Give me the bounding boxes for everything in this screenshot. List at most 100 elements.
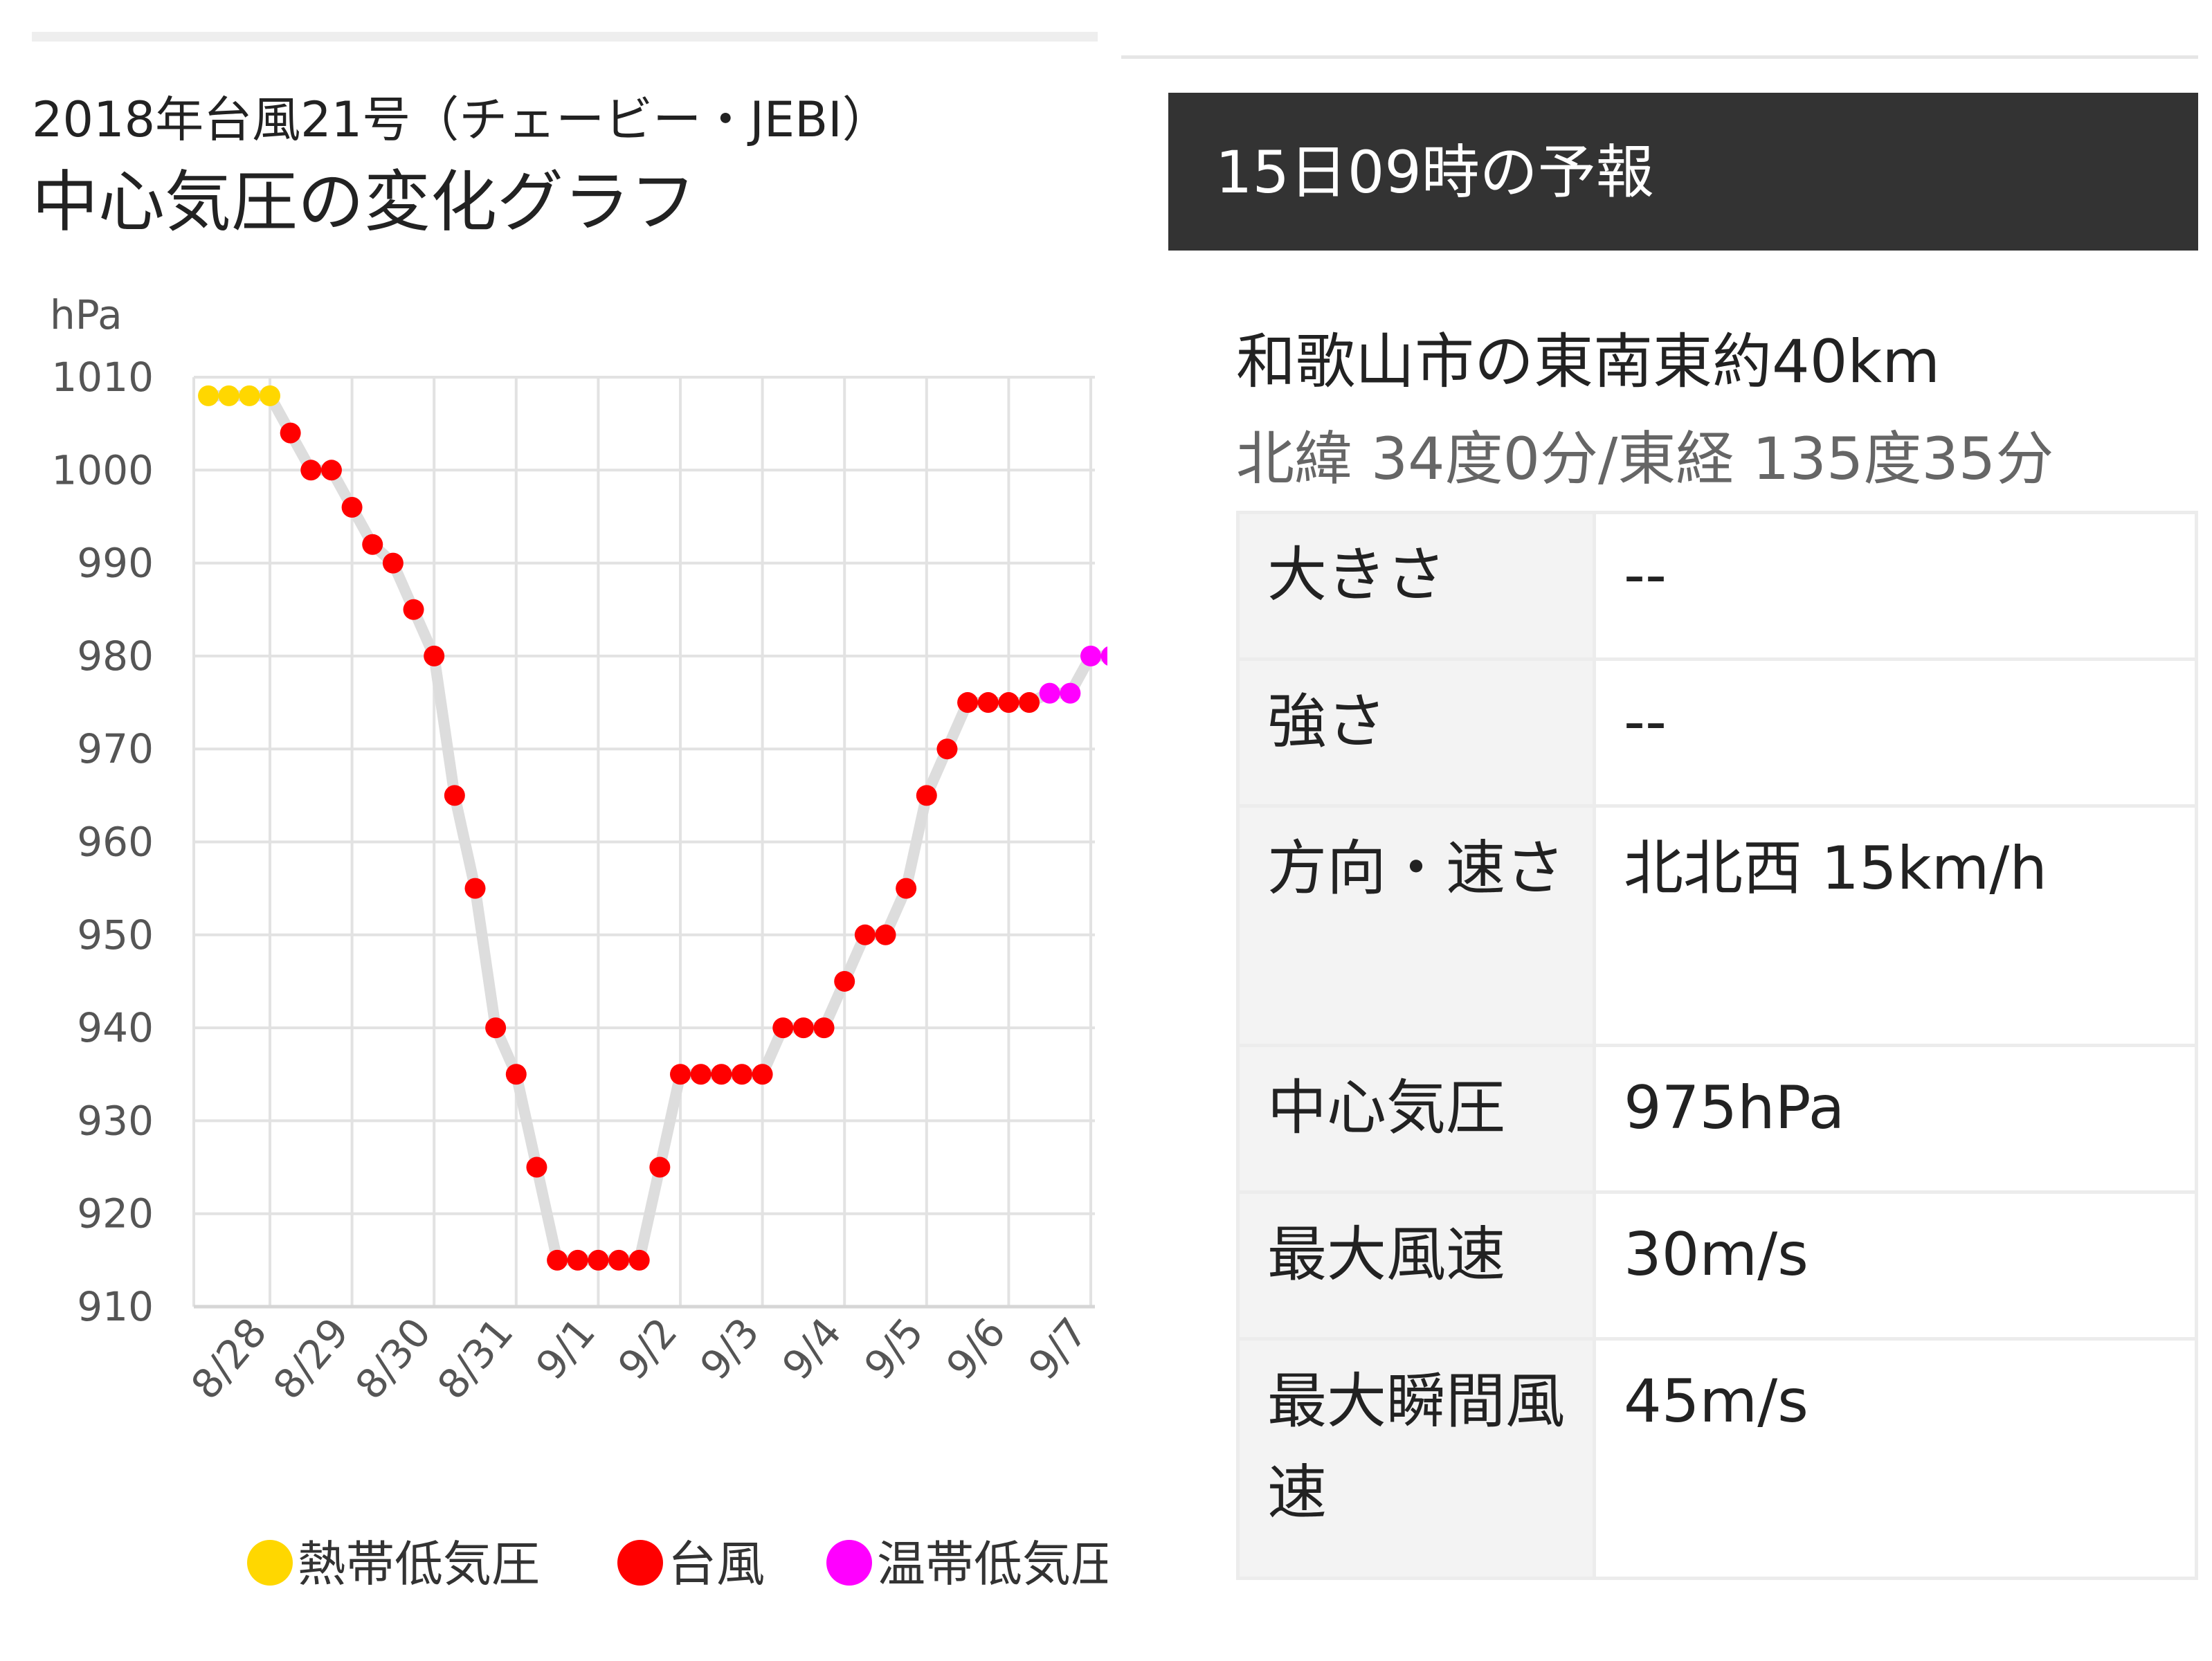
chart-subtitle: 2018年台風21号（チェービー・JEBI） (32, 91, 891, 148)
data-point-series-2 (1039, 682, 1060, 704)
table-row: 強さ -- (1236, 657, 2198, 808)
divider (1121, 55, 2198, 59)
data-point-series-0 (198, 385, 219, 406)
row-label-max-gust: 最大瞬間風速 (1236, 1337, 1596, 1580)
data-point-series-1 (792, 1017, 814, 1039)
data-points (198, 385, 1107, 1271)
forecast-header: 15日09時の予報 (1168, 93, 2198, 251)
data-point-series-1 (896, 878, 917, 899)
y-axis-ticks: 1010 1000 990 980 970 960 950 940 930 920 910 (51, 354, 154, 1330)
row-value-max-gust: 45m/s (1593, 1337, 2198, 1580)
data-point-series-1 (977, 692, 999, 714)
location-coords: 北緯 34度0分/東経 135度35分 (1236, 425, 2054, 493)
data-point-series-1 (834, 970, 855, 992)
data-point-series-1 (505, 1064, 527, 1085)
data-point-series-1 (424, 645, 445, 666)
x-tick-label: 9/5 (855, 1309, 932, 1388)
y-tick-label: 920 (77, 1190, 154, 1237)
chart-title: 中心気圧の変化グラフ (32, 163, 696, 241)
data-point-series-1 (998, 692, 1019, 714)
row-value-central-pressure: 975hPa (1593, 1044, 2198, 1194)
row-label-size: 大きさ (1236, 511, 1596, 661)
legend-marker (247, 1540, 293, 1586)
y-tick-label: 960 (77, 819, 154, 866)
data-point-series-1 (608, 1249, 630, 1271)
pressure-trend-line (203, 390, 1107, 1266)
pressure-chart-panel: 2018年台風21号（チェービー・JEBI） 中心気圧の変化グラフ hPa 10… (32, 32, 1107, 1592)
row-label-strength: 強さ (1236, 657, 1596, 808)
row-label-max-wind: 最大風速 (1236, 1190, 1596, 1341)
y-tick-label: 940 (77, 1004, 154, 1051)
x-tick-label: 9/6 (937, 1309, 1015, 1388)
data-point-series-1 (670, 1064, 691, 1085)
forecast-table: 大きさ -- 強さ -- 方向・速さ 北北西 15km/h 中心気圧 975hP… (1236, 511, 2198, 1580)
data-point-series-1 (1019, 692, 1040, 714)
data-point-series-1 (957, 692, 979, 714)
data-point-series-1 (628, 1249, 650, 1271)
data-point-series-0 (239, 385, 260, 406)
data-point-series-1 (547, 1249, 568, 1271)
x-tick-label: 8/30 (346, 1309, 440, 1408)
x-tick-label: 9/2 (609, 1309, 687, 1388)
x-tick-label: 9/4 (773, 1309, 851, 1388)
legend-marker (617, 1540, 663, 1586)
x-tick-label: 9/7 (1019, 1309, 1097, 1388)
y-tick-label: 910 (77, 1283, 154, 1330)
data-point-series-1 (813, 1017, 835, 1039)
data-point-series-1 (362, 534, 383, 555)
data-point-series-1 (567, 1249, 588, 1271)
data-point-series-1 (936, 738, 958, 760)
legend-label: 台風 (668, 1536, 765, 1592)
data-point-series-1 (690, 1064, 711, 1085)
row-label-direction-speed: 方向・速さ (1236, 804, 1596, 1047)
data-point-series-1 (752, 1064, 773, 1085)
chart-legend: 熱帯低気圧 台風 温帯低気圧 (247, 1536, 1107, 1592)
x-tick-label: 9/3 (691, 1309, 768, 1388)
data-point-series-1 (526, 1156, 547, 1178)
y-tick-label: 1000 (51, 446, 154, 493)
data-point-series-2 (1080, 645, 1101, 666)
x-axis-ticks: 8/288/298/308/31 9/1 9/2 9/3 9/4 9/5 9/6 9/7 (182, 1309, 1097, 1408)
table-row: 大きさ -- (1236, 511, 2198, 661)
y-tick-label: 990 (77, 540, 154, 587)
data-point-series-1 (916, 785, 937, 806)
legend-label: 熱帯低気圧 (298, 1536, 540, 1592)
x-tick-label: 9/1 (527, 1309, 604, 1388)
row-label-central-pressure: 中心気圧 (1236, 1044, 1596, 1194)
table-row: 最大瞬間風速 45m/s (1236, 1337, 2198, 1580)
x-tick-label: 8/29 (264, 1309, 359, 1408)
y-tick-label: 1010 (51, 354, 154, 401)
location-name: 和歌山市の東南東約40km (1236, 327, 1941, 397)
legend-marker (826, 1540, 872, 1586)
y-tick-label: 980 (77, 633, 154, 680)
row-value-direction-speed: 北北西 15km/h (1593, 804, 2198, 1047)
table-row: 中心気圧 975hPa (1236, 1044, 2198, 1194)
data-point-series-2 (1060, 682, 1081, 704)
forecast-panel: 15日09時の予報 和歌山市の東南東約40km 北緯 34度0分/東経 135度… (1107, 0, 2212, 1661)
data-point-series-2 (1100, 646, 1107, 666)
x-tick-label: 8/31 (428, 1309, 523, 1408)
data-point-series-1 (711, 1064, 732, 1085)
forecast-header-title: 15日09時の予報 (1215, 138, 1654, 206)
pressure-chart: hPa 10101000990980970960950940930920910 … (50, 291, 1107, 1592)
data-point-series-1 (300, 460, 322, 481)
data-point-series-1 (341, 497, 363, 518)
row-value-max-wind: 30m/s (1593, 1190, 2198, 1341)
data-point-series-1 (772, 1017, 794, 1039)
table-row: 方向・速さ 北北西 15km/h (1236, 804, 2198, 1047)
y-tick-label: 970 (77, 725, 154, 772)
y-axis-unit: hPa (50, 291, 123, 338)
table-row: 最大風速 30m/s (1236, 1190, 2198, 1341)
data-point-series-1 (403, 599, 424, 620)
data-point-series-1 (875, 924, 896, 945)
data-point-series-1 (731, 1064, 752, 1085)
data-point-series-1 (320, 460, 342, 481)
data-point-series-1 (280, 422, 301, 444)
row-value-strength: -- (1593, 657, 2198, 808)
legend-label: 温帯低気圧 (877, 1536, 1107, 1592)
data-point-series-1 (485, 1017, 507, 1039)
data-point-series-1 (588, 1249, 609, 1271)
data-point-series-1 (444, 785, 465, 806)
y-tick-label: 930 (77, 1097, 154, 1144)
chart-grid (192, 376, 1095, 1309)
